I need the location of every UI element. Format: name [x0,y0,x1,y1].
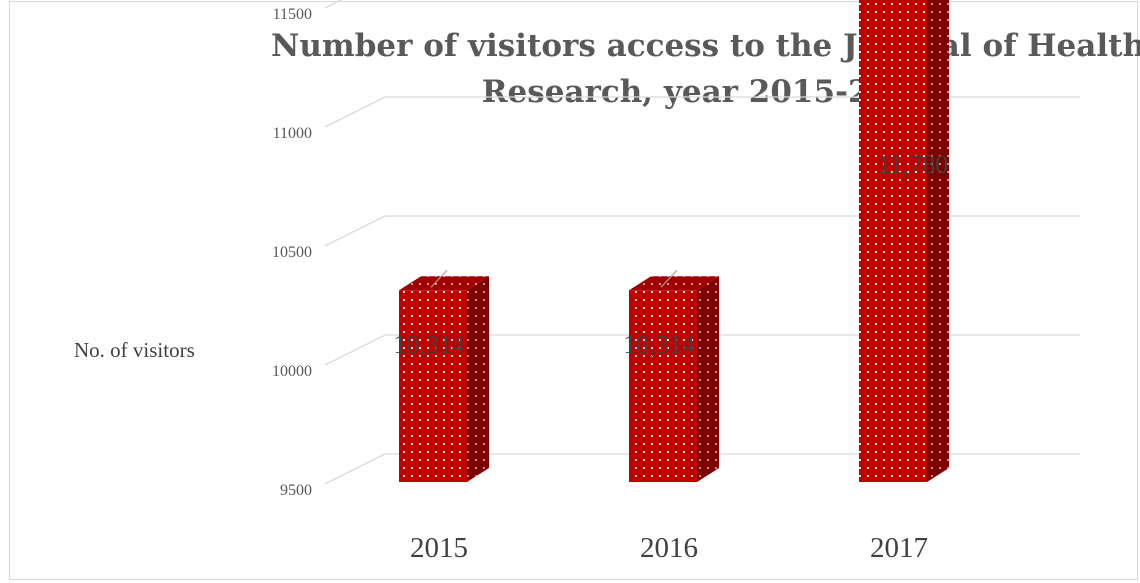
chart-title-line-1: Number of visitors access to the Journal… [271,28,1140,64]
y-tick-label: 9500 [280,482,312,499]
bar-front [859,0,927,483]
data-label: 10,314 [623,330,695,359]
data-label: 11,780 [878,150,949,179]
bar-2017 [859,0,949,483]
gridline-depth [324,0,343,9]
bar-top [629,276,719,291]
data-label-leader [430,269,448,288]
y-axis-ticks: 95001000010500110001150012000 [272,6,312,499]
x-tick-label: 2015 [410,532,468,564]
y-tick-label: 10500 [272,244,312,261]
x-tick-label: 2017 [870,532,928,564]
bar-front [629,290,697,482]
gridlines [324,0,1080,485]
y-axis-label: No. of visitors [74,338,195,362]
gridline-depth [324,334,386,366]
bar-side [927,0,949,482]
x-tick-label: 2016 [640,532,698,564]
bar-side [467,276,489,482]
y-tick-label: 11000 [273,125,312,142]
bars [399,0,949,483]
bar-side [697,276,719,482]
y-tick-label: 10000 [272,363,312,380]
bar-top [399,276,489,291]
data-label: 10,314 [393,330,465,359]
bar-front [399,290,467,482]
bar-2016 [629,276,719,482]
gridline-depth [324,453,386,485]
gridline-depth [324,215,386,247]
data-labels: 10,314 10,314 11,780 [393,150,949,359]
data-label-leader [660,269,678,288]
x-axis-ticks: 2015 2016 2017 [410,532,928,564]
bar-2015 [399,276,489,482]
gridline-depth [324,96,386,128]
chart-title-line-2: Research, year 2015-2017 [482,74,934,110]
y-tick-label: 11500 [273,6,312,23]
